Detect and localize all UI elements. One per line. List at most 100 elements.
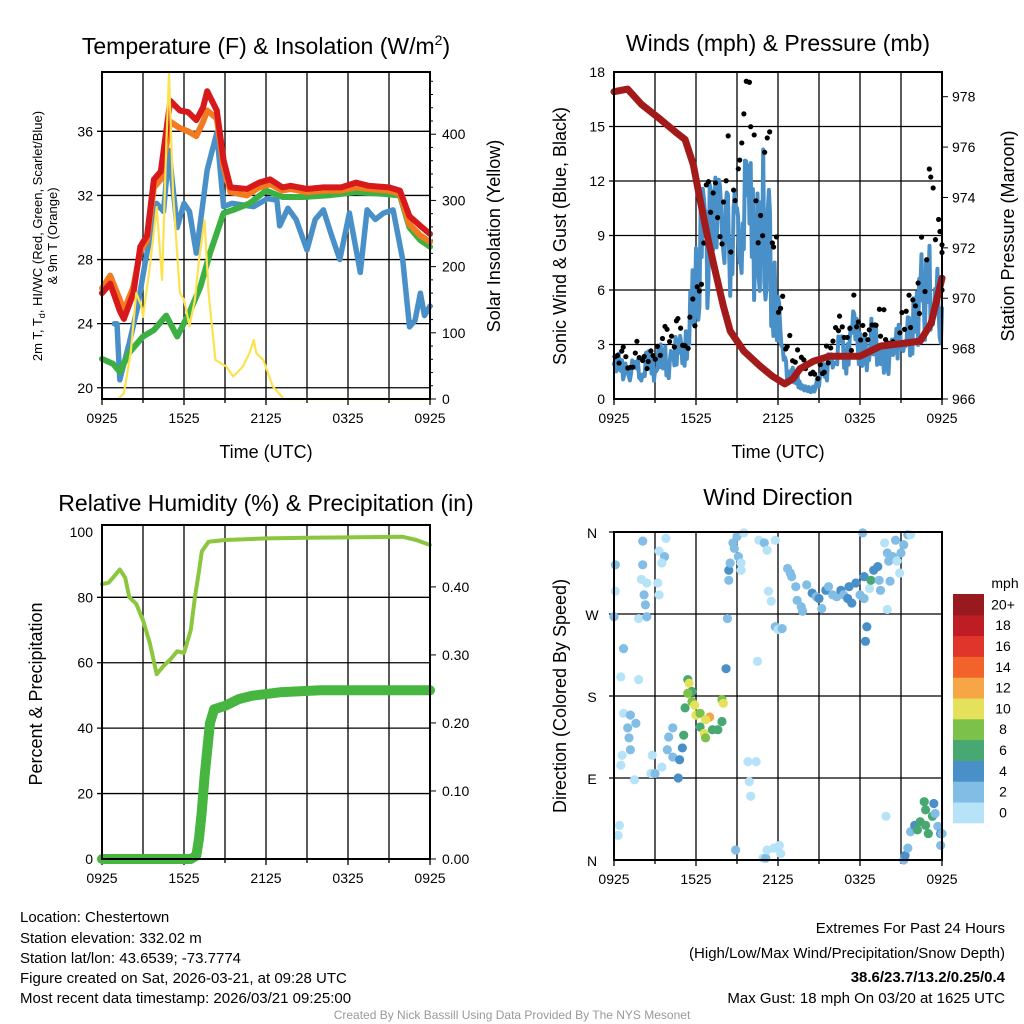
y2-tick-label: 400 [442,126,466,142]
gust-point [723,178,729,184]
wind-direction-point [777,623,787,634]
wind-direction-point [919,797,929,807]
colorbar-label: 6 [999,742,1007,758]
wind-direction-point [766,596,776,606]
gust-point [847,325,853,331]
wind-direction-point [900,850,910,861]
wind-direction-point [759,538,769,548]
created-text: Figure created on Sat, 2026-03-21, at 09… [20,970,347,987]
gust-point [773,234,780,240]
gust-point [769,240,775,246]
plot-border [101,524,431,860]
svg-text:2m T, Td, HI/WC (Red, Green, S: 2m T, Td, HI/WC (Red, Green, Scarlet/Blu… [30,111,47,361]
gust-point [812,371,818,377]
y2-tick-label: 0 [442,391,450,407]
gust-point [862,332,868,338]
gust-point [668,333,675,339]
wind-direction-point [817,603,827,614]
gust-point [636,354,642,361]
gust-point [690,296,696,302]
wind-direction-point [724,565,734,575]
wind-direction-point [736,558,746,568]
gust-point [876,306,882,312]
wind-direction-point [880,538,890,548]
wind-direction-point [751,757,761,767]
wind-direction-point [847,598,857,608]
gust-point [924,257,930,263]
wind-direction-point [866,575,876,585]
plot-border [101,71,431,400]
series-line-2mt [99,88,433,322]
gust-point [828,345,834,351]
gust-point [865,337,871,343]
wind-direction-point [642,578,652,588]
wind-direction-point [680,703,690,713]
y2-tick-label: 972 [952,240,976,256]
wind-direction-point [623,723,633,733]
wind-direction-point [721,664,731,674]
wind-direction-point [873,562,883,572]
gust-point [907,324,914,331]
gust-point [715,214,721,221]
wind-direction-point [638,536,648,546]
direction-tick-label: N [587,525,597,541]
credit-text: Created By Nick Bassill Using Data Provi… [334,1008,691,1022]
wind-direction-point [802,580,812,590]
extremes-title: Extremes For Past 24 Hours [816,920,1005,937]
gust-point [659,335,666,342]
gust-point [848,347,854,354]
gust-point [873,322,879,328]
gust-point [836,313,843,319]
gust-point [762,149,768,155]
y-tick-label: 36 [77,123,93,139]
colorbar-swatch [953,614,984,637]
y2-tick-label: 200 [442,259,466,275]
location-text: Location: Chestertown [20,909,169,926]
wind-direction-point [653,578,663,588]
wind-direction-point [624,733,634,743]
gust-point [630,364,636,370]
gust-point [751,132,757,138]
extremes-subtitle: (High/Low/Max Wind/Precipitation/Snow De… [689,945,1005,962]
temperature-panel-title: Temperature (F) & Insolation (W/m2) [82,32,450,59]
y2-tick-label: 970 [952,290,976,306]
wind-speed-y-label: Sonic Wind & Gust (Blue, Black) [550,107,570,365]
wind-direction-point [631,718,641,728]
elevation-text: Station elevation: 332.02 m [20,930,202,947]
gust-point [794,347,801,353]
y-tick-label: 28 [77,252,93,268]
wind-direction-point [677,743,687,753]
colorbar-label: 16 [995,638,1011,654]
y-tick-label: 3 [597,337,605,353]
winds-x-label: Time (UTC) [731,442,824,462]
gust-point [696,288,703,294]
wind-direction-point [729,543,739,554]
wind-direction-point [625,745,636,755]
gust-point [903,308,909,314]
wind-direction-point [613,830,623,841]
colorbar-swatch [953,781,984,803]
y-tick-label: 20 [77,380,93,396]
y2-tick-label: 0.40 [442,579,469,595]
colorbar-swatch [953,760,984,782]
y2-tick-label: 976 [952,139,976,155]
wind-direction-point [718,698,728,708]
winds-panel: 0925 1525 2125 0325 0925 0 3 6 9 12 15 18 966 968 970 9… [589,64,975,426]
wind-direction-point [683,688,693,698]
y2-tick-label: 974 [952,189,976,205]
x-tick-label: 0325 [844,871,875,887]
wind-direction-point [634,675,644,685]
plot-border [613,71,943,400]
gust-point [930,185,936,191]
gust-point [687,314,693,320]
gust-point [677,325,684,331]
gust-point [648,348,654,354]
y-tick-label: 24 [77,316,93,332]
wind-direction-point [639,590,649,600]
gust-point [928,174,934,180]
wind-direction-point [762,545,772,555]
gust-point [619,348,625,354]
wind-direction-point [725,558,735,568]
wind-direction-point [731,845,741,855]
wind-direction-point [736,565,746,575]
